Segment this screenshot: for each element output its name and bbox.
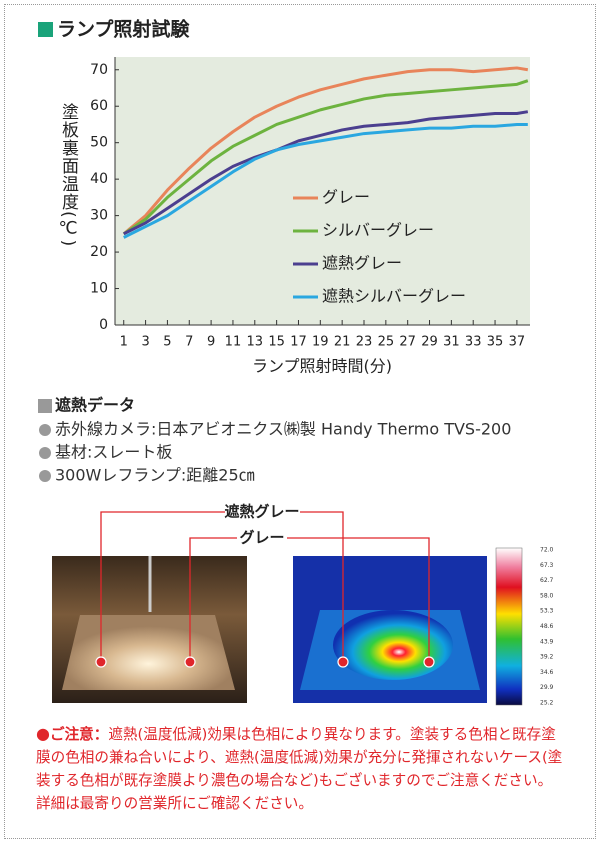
y-tick-label: 50 <box>90 135 108 151</box>
markers <box>95 656 435 668</box>
x-tick-label: 25 <box>378 335 395 350</box>
scale-label: 58.0 <box>540 592 554 599</box>
x-tick-label: 35 <box>487 335 504 350</box>
x-tick-label: 31 <box>443 335 460 350</box>
x-tick-label: 9 <box>207 335 215 350</box>
bullet <box>39 424 51 436</box>
legend-label: 遮熱シルバーグレー <box>322 287 466 306</box>
data-item: 基材:スレート板 <box>55 443 172 462</box>
x-tick-label: 37 <box>509 335 526 350</box>
x-tick-label: 29 <box>421 335 438 350</box>
note-text: 遮熱(温度低減)効果は色相により異なります。塗装する色相と既存塗膜の色相の兼ね合… <box>36 726 563 812</box>
scale-label: 67.3 <box>540 562 554 569</box>
scale-label: 48.6 <box>540 623 554 630</box>
legend-label: グレー <box>322 188 370 207</box>
y-axis-label: 塗板裏面温度(℃) <box>58 103 78 248</box>
bullet <box>39 447 51 459</box>
y-tick-label: 10 <box>90 281 108 297</box>
series-line <box>122 79 529 236</box>
data-item: 300Wレフランプ:距離25㎝ <box>55 466 255 485</box>
x-tick-label: 5 <box>163 335 171 350</box>
note: ●ご注意：遮熱(温度低減)効果は色相により異なります。塗装する色相と既存塗膜の色… <box>36 722 566 815</box>
y-tick-label: 40 <box>90 171 108 187</box>
x-tick-label: 27 <box>399 335 416 350</box>
photo-label: 遮熱グレー <box>224 503 299 521</box>
photo-label: グレー <box>239 529 284 547</box>
x-tick-label: 3 <box>141 335 149 350</box>
y-tick-label: 0 <box>99 317 108 333</box>
x-tick-label: 33 <box>465 335 482 350</box>
note-label: ご注意： <box>49 726 109 743</box>
series-line <box>123 110 529 236</box>
scale-label: 34.6 <box>540 669 554 676</box>
y-tick-label: 30 <box>90 208 108 224</box>
scale-label: 43.9 <box>540 638 554 645</box>
x-tick-label: 15 <box>268 335 285 350</box>
bullet <box>39 470 51 482</box>
x-tick-label: 13 <box>247 335 264 350</box>
y-tick-label: 70 <box>90 62 108 78</box>
scale-label: 72.0 <box>540 547 554 554</box>
photo-panel <box>62 615 235 690</box>
page-title: ランプ照射試験 <box>57 18 190 41</box>
scale-label: 53.3 <box>540 608 554 615</box>
frame <box>4 4 596 839</box>
section-icon <box>38 399 52 413</box>
series-line <box>123 122 528 239</box>
leader-lines <box>100 511 430 662</box>
series-line <box>122 66 529 235</box>
legend-label: シルバーグレー <box>322 221 434 240</box>
scale-label: 29.9 <box>540 684 554 691</box>
scale-label: 25.2 <box>540 700 554 707</box>
x-tick-label: 21 <box>334 335 351 350</box>
x-tick-label: 17 <box>290 335 307 350</box>
y-tick-label: 60 <box>90 98 108 114</box>
x-tick-label: 7 <box>185 335 193 350</box>
legend-label: 遮熱グレー <box>322 254 402 273</box>
x-tick-label: 11 <box>225 335 242 350</box>
note-bullet: ● <box>36 724 50 743</box>
y-tick-label: 20 <box>90 244 108 260</box>
title-icon <box>38 22 53 37</box>
plot-area <box>115 57 530 325</box>
x-axis-label: ランプ照射時間(分) <box>252 357 392 376</box>
section-title: 遮熱データ <box>55 396 135 415</box>
color-scale <box>495 547 523 706</box>
x-tick-label: 1 <box>120 335 128 350</box>
x-tick-label: 23 <box>356 335 373 350</box>
thermal-hotspot <box>333 610 453 680</box>
scale-label: 39.2 <box>540 654 554 661</box>
scale-label: 62.7 <box>540 577 554 584</box>
x-tick-label: 19 <box>312 335 329 350</box>
data-item: 赤外線カメラ:日本アビオニクス㈱製 Handy Thermo TVS-200 <box>55 420 511 439</box>
